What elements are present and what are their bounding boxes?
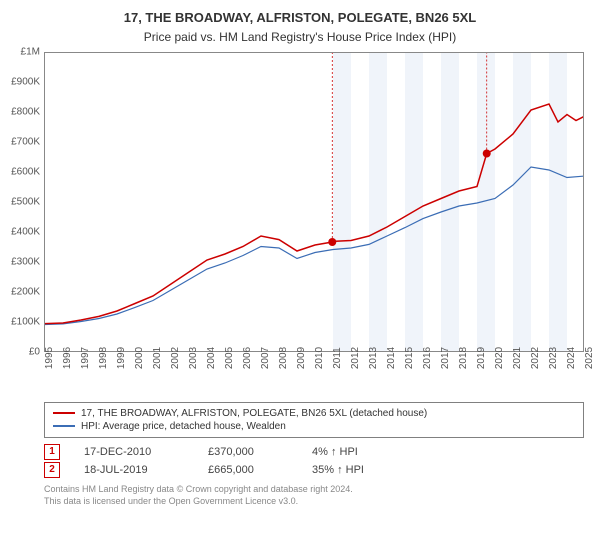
x-tick-label: 2005 xyxy=(224,347,235,369)
x-tick-label: 2017 xyxy=(440,347,451,369)
x-tick-label: 2025 xyxy=(584,347,595,369)
x-tick-label: 1997 xyxy=(80,347,91,369)
y-tick-label: £200K xyxy=(11,286,40,297)
x-tick-label: 1998 xyxy=(98,347,109,369)
x-tick-label: 2008 xyxy=(278,347,289,369)
chart-title: 17, THE BROADWAY, ALFRISTON, POLEGATE, B… xyxy=(0,0,600,27)
legend-row: HPI: Average price, detached house, Weal… xyxy=(53,420,575,433)
y-tick-label: £600K xyxy=(11,166,40,177)
x-tick-label: 2021 xyxy=(512,347,523,369)
sale-date: 17-DEC-2010 xyxy=(84,446,184,458)
sales-block: 1 17-DEC-2010 £370,000 4% ↑ HPI 2 18-JUL-2019… xyxy=(0,444,600,478)
sale-diff: 4% ↑ HPI xyxy=(312,446,358,458)
series-line xyxy=(45,104,584,324)
y-tick-label: £1M xyxy=(21,46,40,57)
sale-diff: 35% ↑ HPI xyxy=(312,464,364,476)
x-tick-label: 2012 xyxy=(350,347,361,369)
y-axis: £0£100K£200K£300K£400K£500K£600K£700K£80… xyxy=(0,52,44,352)
y-tick-label: £300K xyxy=(11,256,40,267)
legend-label: HPI: Average price, detached house, Weal… xyxy=(81,421,286,432)
x-tick-label: 2024 xyxy=(566,347,577,369)
x-tick-label: 2001 xyxy=(152,347,163,369)
y-tick-label: £900K xyxy=(11,76,40,87)
plot-area: 12 xyxy=(44,52,584,352)
y-tick-label: £700K xyxy=(11,136,40,147)
legend-row: 17, THE BROADWAY, ALFRISTON, POLEGATE, B… xyxy=(53,407,575,420)
plot-svg xyxy=(45,53,584,352)
x-tick-label: 1995 xyxy=(44,347,55,369)
y-tick-label: £100K xyxy=(11,316,40,327)
y-tick-label: £0 xyxy=(29,346,40,357)
x-tick-label: 2000 xyxy=(134,347,145,369)
x-tick-label: 2002 xyxy=(170,347,181,369)
sale-row-marker: 1 xyxy=(44,444,60,460)
sale-row: 2 18-JUL-2019 £665,000 35% ↑ HPI xyxy=(44,462,584,478)
footer-line-2: This data is licensed under the Open Gov… xyxy=(44,496,584,508)
x-tick-label: 2019 xyxy=(476,347,487,369)
sale-row: 1 17-DEC-2010 £370,000 4% ↑ HPI xyxy=(44,444,584,460)
x-tick-label: 2018 xyxy=(458,347,469,369)
chart-area: £0 £100K £200K £300K £400K £500K £600K £700K £80… xyxy=(0,52,600,402)
legend-swatch xyxy=(53,412,75,414)
x-tick-label: 2009 xyxy=(296,347,307,369)
x-tick-label: 2016 xyxy=(422,347,433,369)
chart-subtitle: Price paid vs. HM Land Registry's House … xyxy=(0,27,600,52)
x-tick-label: 2014 xyxy=(386,347,397,369)
footer-line-1: Contains HM Land Registry data © Crown c… xyxy=(44,484,584,496)
x-tick-label: 2006 xyxy=(242,347,253,369)
x-tick-label: 2020 xyxy=(494,347,505,369)
sale-row-marker: 2 xyxy=(44,462,60,478)
x-tick-label: 2022 xyxy=(530,347,541,369)
x-tick-label: 1999 xyxy=(116,347,127,369)
sale-price: £665,000 xyxy=(208,464,288,476)
legend-label: 17, THE BROADWAY, ALFRISTON, POLEGATE, B… xyxy=(81,408,427,419)
y-tick-label: £400K xyxy=(11,226,40,237)
legend-swatch xyxy=(53,425,75,427)
x-tick-label: 2023 xyxy=(548,347,559,369)
sale-date: 18-JUL-2019 xyxy=(84,464,184,476)
x-tick-label: 2004 xyxy=(206,347,217,369)
x-tick-label: 2010 xyxy=(314,347,325,369)
sale-price: £370,000 xyxy=(208,446,288,458)
y-tick-label: £800K xyxy=(11,106,40,117)
x-tick-label: 1996 xyxy=(62,347,73,369)
x-axis: 1995199619971998199920002001200220032004… xyxy=(44,352,584,402)
x-tick-label: 2011 xyxy=(332,347,343,369)
x-tick-label: 2007 xyxy=(260,347,271,369)
legend: 17, THE BROADWAY, ALFRISTON, POLEGATE, B… xyxy=(44,402,584,438)
x-tick-label: 2015 xyxy=(404,347,415,369)
y-tick-label: £500K xyxy=(11,196,40,207)
x-tick-label: 2013 xyxy=(368,347,379,369)
footer: Contains HM Land Registry data © Crown c… xyxy=(44,484,584,507)
x-tick-label: 2003 xyxy=(188,347,199,369)
